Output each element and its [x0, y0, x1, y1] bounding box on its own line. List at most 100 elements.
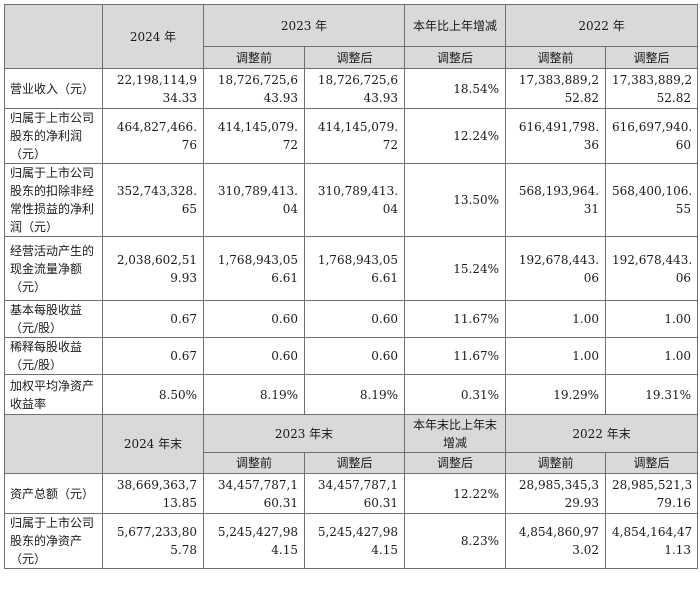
value-cell: 5,245,427,98 4.15: [303, 513, 406, 569]
row-label: 归属于上市公司股东的净利润（元）: [4, 108, 103, 164]
subheader-row: 调整前 调整后 调整后 调整前 调整后: [5, 46, 699, 69]
row-label: 资产总额（元）: [4, 473, 103, 514]
value-cell-line: 0.60: [371, 349, 399, 363]
value-cell: 34,457,787,1 60.31: [303, 473, 406, 514]
row-label-text: 经营活动产生的现金流量净额（元）: [10, 243, 95, 294]
value-cell-line: 18,726,725,6: [217, 72, 298, 87]
subheader-before-adjustment-text: 调整前: [235, 50, 272, 65]
value-cell-line: 4.15: [371, 543, 399, 557]
value-cell: 352,743,328. 65: [102, 163, 204, 237]
change-cell: 13.50%: [404, 163, 507, 237]
value-cell: 4,854,164,47 1.13: [605, 513, 699, 569]
value-cell-line: 6.61: [371, 270, 399, 285]
row-label-text: 资产总额（元）: [10, 486, 95, 501]
value-cell: 19.31%: [605, 374, 699, 415]
value-cell-line: 414,145,079.: [317, 120, 399, 134]
value-cell-line: 1,768,943,05: [217, 252, 298, 267]
value-cell-line: 18,726,725,6: [317, 72, 399, 87]
table-row: 稀释每股收益（元/股） 0.67 0.60 0.60 11.67% 1.00 1.00: [4, 337, 699, 375]
subheader-before-adjustment-text: 调整前: [537, 50, 574, 65]
header-current-year: 2024 年: [102, 4, 204, 69]
value-cell-line: 06: [675, 270, 692, 285]
table-row: 归属于上市公司股东的扣除非经常性损益的净利润（元） 352,743,328. 65 3…: [4, 163, 699, 237]
header-change: 本年末比上年末增减: [404, 414, 507, 453]
value-cell-line: 0.67: [170, 312, 197, 326]
value-cell-line: 310,789,413.: [217, 184, 298, 198]
subheader-after-adjustment-text: 调整后: [336, 456, 373, 470]
value-cell-line: 4,854,164,47: [612, 525, 693, 539]
change-cell: 18.54%: [404, 68, 507, 109]
header-row: 2024 年 2023 年 本年比上年增减 2022 年: [4, 4, 699, 69]
subheader-before-adjustment: 调整前: [505, 452, 607, 474]
subheader-before-adjustment: 调整前: [203, 452, 305, 474]
change-cell: 0.31%: [404, 374, 507, 415]
value-cell-line: 1.00: [664, 312, 692, 326]
value-cell-line: 13.85: [162, 495, 197, 510]
value-cell: 310,789,413. 04: [303, 163, 406, 237]
header-prior-year: 2023 年末: [202, 414, 406, 453]
subheader-before-adjustment-text: 调整前: [537, 456, 574, 470]
value-cell-line: 8.19%: [259, 387, 298, 402]
value-cell: 568,400,106. 55: [605, 163, 699, 237]
value-cell-line: 2,038,602,51: [116, 252, 197, 267]
row-label-text: 基本每股收益（元/股）: [10, 303, 83, 335]
value-cell-line: 19.29%: [553, 387, 600, 402]
value-cell: 5,245,427,98 4.15: [203, 513, 305, 569]
row-label: 加权平均净资产收益率: [4, 374, 103, 415]
table-row: 经营活动产生的现金流量净额（元） 2,038,602,51 9.93 1,768,94…: [4, 236, 699, 301]
change-cell-text: 12.22%: [453, 486, 500, 501]
header-row: 2024 年末 2023 年末 本年末比上年末增减 2022 年末: [4, 414, 699, 474]
header-current-year-text: 2024 年: [129, 29, 177, 44]
row-label: 营业收入（元）: [4, 68, 103, 109]
header-prior-year: 2023 年: [202, 4, 406, 47]
header-prior-year-text: 2023 年: [280, 18, 328, 33]
value-cell: 22,198,114,9 34.33: [102, 68, 204, 109]
value-cell-line: 28,985,345,3: [518, 477, 600, 492]
value-cell-line: 0.60: [271, 312, 298, 326]
row-label-text: 归属于上市公司股东的扣除非经常性损益的净利润（元）: [10, 166, 95, 234]
value-cell: 18,726,725,6 43.93: [203, 68, 305, 109]
value-cell: 1,768,943,05 6.61: [203, 236, 305, 301]
table-row: 营业收入（元） 22,198,114,9 34.33 18,726,725,6 43.9…: [4, 68, 699, 109]
value-cell: 8.50%: [102, 374, 204, 415]
value-cell-line: 17,383,889,2: [518, 72, 600, 87]
value-cell-line: 38,669,363,7: [116, 477, 197, 492]
value-cell: 310,789,413. 04: [203, 163, 305, 237]
row-label-text: 归属于上市公司股东的净资产（元）: [10, 516, 95, 566]
subheader-after-adjustment: 调整后: [404, 46, 507, 69]
value-cell-line: 568,193,964.: [518, 184, 600, 198]
value-cell: 4,854,860,97 3.02: [505, 513, 607, 569]
change-cell: 8.23%: [404, 513, 507, 569]
value-cell-line: 5,677,233,80: [116, 525, 197, 539]
row-label: 稀释每股收益（元/股）: [4, 337, 103, 375]
value-cell-line: 28,985,521,3: [612, 477, 693, 492]
value-cell: 414,145,079. 72: [303, 108, 406, 164]
value-cell-line: 79.16: [656, 495, 692, 510]
value-cell-line: 192,678,443.: [612, 252, 693, 267]
subheader-after-adjustment: 调整后: [404, 452, 507, 474]
row-label-text: 归属于上市公司股东的净利润（元）: [10, 111, 95, 161]
value-cell-line: 8.19%: [359, 387, 399, 402]
change-cell-text: 12.24%: [453, 129, 500, 143]
value-cell-line: 616,697,940.: [612, 120, 693, 134]
subheader-after-adjustment: 调整后: [605, 46, 699, 69]
header-current-year-text: 2024 年末: [123, 437, 183, 451]
table-row: 归属于上市公司股东的净利润（元） 464,827,466. 76 414,145,07…: [4, 108, 699, 164]
value-cell-line: 568,400,106.: [612, 184, 693, 198]
value-cell-line: 8.50%: [158, 387, 197, 402]
value-cell-line: 0.60: [371, 312, 399, 326]
value-cell-line: 72: [282, 138, 298, 152]
header-change-text: 本年末比上年末增减: [413, 417, 498, 450]
value-cell: 34,457,787,1 60.31: [203, 473, 305, 514]
value-cell-line: 5,245,427,98: [317, 525, 399, 539]
value-cell-line: 31: [583, 202, 600, 216]
value-cell: 192,678,443. 06: [505, 236, 607, 301]
value-cell: 464,827,466. 76: [102, 108, 204, 164]
change-cell: 11.67%: [404, 300, 507, 338]
value-cell-line: 34,457,787,1: [317, 477, 399, 492]
value-cell-line: 19.31%: [645, 387, 692, 402]
value-cell-line: 34,457,787,1: [217, 477, 298, 492]
subheader-after-adjustment: 调整后: [303, 452, 406, 474]
value-cell: 17,383,889,2 52.82: [505, 68, 607, 109]
value-cell-line: 5.78: [170, 543, 197, 557]
